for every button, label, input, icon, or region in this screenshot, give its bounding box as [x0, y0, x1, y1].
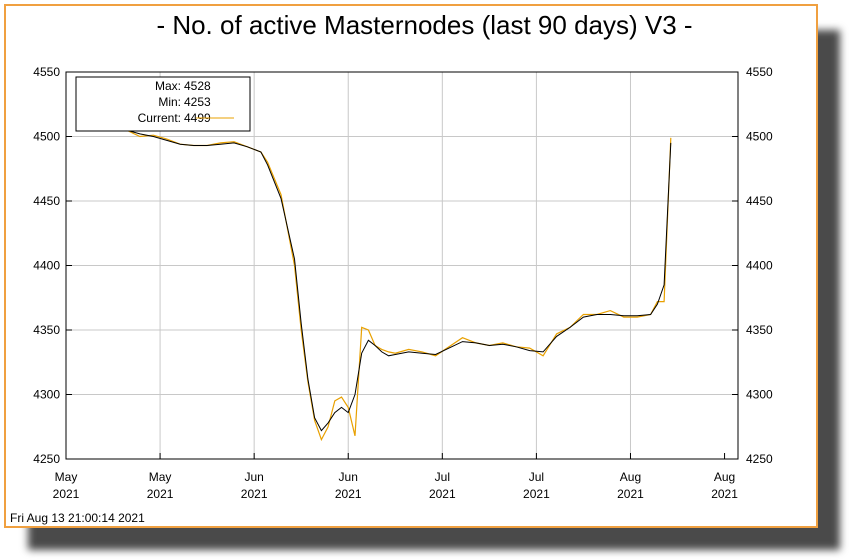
x-tick-label-month: Jul [529, 470, 544, 484]
legend-max-value: 4528 [184, 79, 211, 93]
series-layer [85, 101, 672, 442]
series-line-raw [85, 101, 672, 442]
x-tick-label-year: 2021 [147, 487, 174, 501]
x-tick-label-month: May [149, 470, 172, 484]
x-tick-label-year: 2021 [429, 487, 456, 501]
x-tick-label-month: Jun [339, 470, 358, 484]
y-tick-label-left: 4550 [33, 65, 60, 79]
y-tick-label-right: 4350 [746, 323, 773, 337]
x-tick-label-month: Jul [435, 470, 450, 484]
series-line-smoothed [85, 103, 672, 432]
tick-layer: 4250 4250 4300 4300 4350 4350 4400 4400 4450 4450… [33, 65, 773, 501]
y-tick-label-left: 4300 [33, 388, 60, 402]
y-tick-label-right: 4400 [746, 259, 773, 273]
legend-box [75, 76, 251, 132]
grid-layer [66, 72, 738, 459]
x-tick-label-year: 2021 [617, 487, 644, 501]
x-tick-label-year: 2021 [241, 487, 268, 501]
y-tick-label-right: 4300 [746, 388, 773, 402]
y-tick-label-right: 4450 [746, 194, 773, 208]
chart-title: - No. of active Masternodes (last 90 day… [156, 10, 693, 40]
y-tick-label-left: 4500 [33, 130, 60, 144]
x-tick-label-month: May [55, 470, 78, 484]
x-tick-label-year: 2021 [335, 487, 362, 501]
x-tick-label-year: 2021 [523, 487, 550, 501]
legend-max-label: Max: [155, 79, 181, 93]
x-tick-label-month: Aug [714, 470, 735, 484]
legend: Max: 4528 Min: 4253 Current: 4499 [75, 76, 251, 132]
y-tick-label-left: 4250 [33, 452, 60, 466]
x-tick-label-year: 2021 [711, 487, 738, 501]
x-tick-label-month: Jun [244, 470, 263, 484]
y-tick-label-left: 4400 [33, 259, 60, 273]
timestamp: Fri Aug 13 21:00:14 2021 [10, 511, 145, 525]
legend-min-label: Min: [158, 95, 181, 109]
y-tick-label-right: 4550 [746, 65, 773, 79]
legend-min-value: 4253 [184, 95, 211, 109]
y-tick-label-right: 4250 [746, 452, 773, 466]
y-tick-label-right: 4500 [746, 130, 773, 144]
y-tick-label-left: 4350 [33, 323, 60, 337]
x-tick-label-year: 2021 [53, 487, 80, 501]
y-tick-label-left: 4450 [33, 194, 60, 208]
legend-current-label: Current: [138, 111, 181, 125]
x-tick-label-month: Aug [620, 470, 641, 484]
